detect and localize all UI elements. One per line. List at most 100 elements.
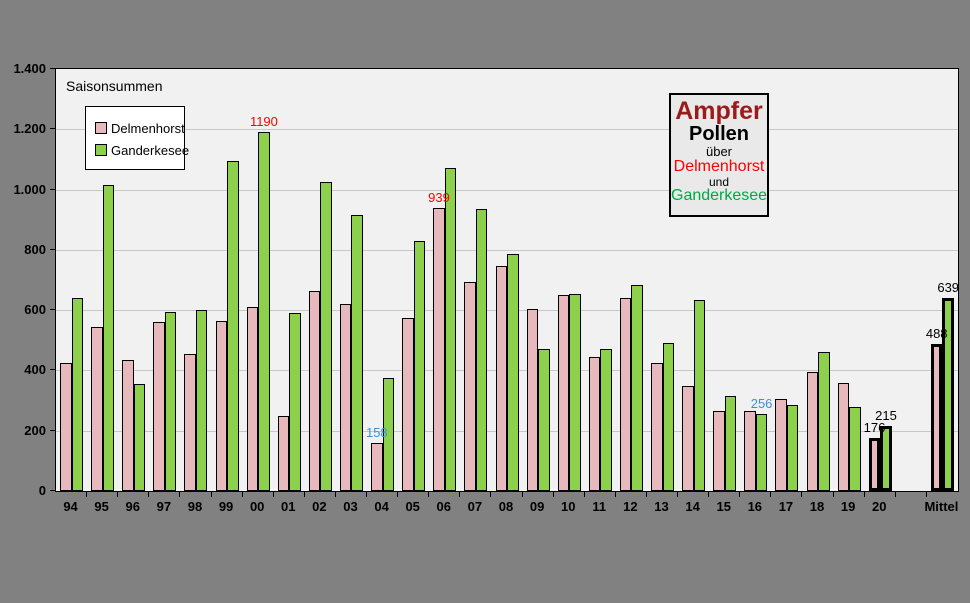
legend-swatch-delmenhorst [95,122,107,134]
bar-ganderkesee-13 [662,343,675,491]
bar-ganderkesee-mittel [942,298,954,491]
bar-delmenhorst-19 [837,382,850,491]
x-tick [210,492,212,497]
bar-ganderkesee-96 [133,384,146,491]
bar-delmenhorst-12 [619,298,632,491]
x-tick [521,492,523,497]
bar-ganderkesee-95 [102,185,115,491]
x-tick-label-05: 05 [405,499,420,514]
x-tick [708,492,710,497]
bar-ganderkesee-15 [724,396,737,491]
x-tick [241,492,243,497]
bar-delmenhorst-10 [557,295,570,491]
bar-delmenhorst-09 [526,308,539,491]
x-tick-label-94: 94 [63,499,78,514]
x-tick [334,492,336,497]
y-tick [50,128,55,130]
y-tick-label: 1.400 [13,61,46,76]
x-tick [148,492,150,497]
legend-label-ganderkesee: Ganderkesee [111,142,190,158]
x-tick-label-11: 11 [592,499,607,514]
bar-delmenhorst-06 [433,207,445,491]
x-tick [86,492,88,497]
x-tick-label-95: 95 [94,499,109,514]
legend: Delmenhorst Ganderkesee [85,106,189,170]
bar-delmenhorst-04 [371,443,383,491]
bar-delmenhorst-03 [339,304,352,491]
bar-ganderkesee-07 [475,209,488,491]
x-tick-label-01: 01 [281,499,296,514]
bar-delmenhorst-00 [246,307,259,491]
legend-swatch-ganderkesee [95,144,107,156]
bar-ganderkesee-10 [569,293,581,491]
info-box-line-3: über [705,144,733,160]
x-tick [645,492,647,497]
x-tick-label-12: 12 [623,499,638,514]
gridline [56,129,958,131]
x-tick-label-10: 10 [560,499,576,514]
bar-ganderkesee-97 [164,311,177,491]
bar-delmenhorst-02 [308,290,321,491]
x-tick [397,492,399,497]
bar-delmenhorst-97 [153,322,165,491]
y-tick-label: 600 [24,302,46,318]
x-tick-label-16: 16 [747,499,763,514]
x-tick [894,492,896,497]
x-tick [552,492,554,497]
data-label-639: 639 [937,280,960,296]
bar-delmenhorst-01 [277,415,290,491]
bar-ganderkesee-09 [538,349,550,491]
bar-delmenhorst-11 [588,356,601,491]
bar-ganderkesee-98 [195,310,208,491]
x-tick [614,492,616,497]
data-label-215: 215 [875,408,897,424]
bar-delmenhorst-95 [91,326,103,491]
bar-ganderkesee-20 [880,426,892,491]
x-tick-label-18: 18 [809,499,825,514]
x-tick-label-06: 06 [436,499,452,514]
x-tick [490,492,492,497]
bar-delmenhorst-99 [215,320,228,491]
y-tick-label: 800 [24,241,46,257]
bar-ganderkesee-04 [382,377,395,491]
bar-ganderkesee-01 [289,313,301,491]
x-tick [677,492,679,497]
x-tick [801,492,803,497]
x-tick-label-17: 17 [778,499,794,514]
data-label-939: 939 [428,189,450,205]
data-label-1190: 1190 [249,114,278,130]
y-tick [50,490,55,491]
x-tick-label-97: 97 [156,499,172,514]
x-tick [832,492,834,497]
y-tick [50,68,55,69]
x-tick-label-09: 09 [529,499,545,514]
data-label-488: 488 [925,325,948,341]
x-tick [863,492,865,497]
bar-delmenhorst-15 [713,411,725,491]
x-tick-label-13: 13 [654,499,669,514]
x-tick-label-00: 00 [249,499,265,514]
legend-item-delmenhorst: Delmenhorst [95,117,185,139]
bar-ganderkesee-00 [258,132,270,491]
x-tick-label-03: 03 [343,499,358,514]
x-tick [770,492,772,497]
x-tick-label-mittel: Mittel [924,499,959,514]
x-tick-label-14: 14 [685,499,700,514]
bar-ganderkesee-12 [631,284,643,491]
bar-ganderkesee-06 [444,168,457,491]
gridline [56,249,958,251]
x-tick-label-96: 96 [125,499,140,514]
bar-ganderkesee-02 [320,182,332,491]
bar-delmenhorst-94 [60,362,72,491]
y-tick [50,309,55,311]
bar-delmenhorst-13 [651,362,663,491]
x-tick [428,492,430,497]
info-box-line-2: Pollen [688,123,749,146]
y-tick [50,188,55,190]
y-tick [50,429,55,431]
y-tick [50,369,55,371]
x-tick-label-99: 99 [218,499,234,514]
y-tick-label: 0 [38,483,46,498]
info-box-line-1: Ampfer [675,97,763,125]
